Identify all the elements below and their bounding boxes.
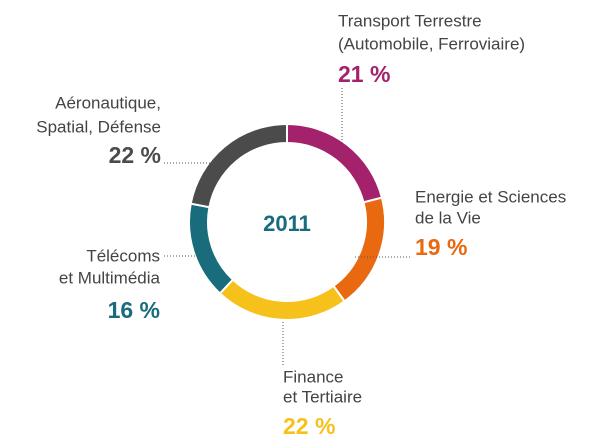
value-label: 21 % xyxy=(338,61,390,87)
category-label: et Multimédia xyxy=(59,268,161,287)
donut-slice xyxy=(332,196,386,303)
category-label: Spatial, Défense xyxy=(36,117,161,136)
value-label: 16 % xyxy=(108,297,160,323)
donut-slice xyxy=(218,278,347,321)
category-label: de la Vie xyxy=(415,208,481,227)
value-label: 19 % xyxy=(415,234,467,260)
value-label: 22 % xyxy=(283,413,335,435)
category-label: Finance xyxy=(283,367,343,386)
category-label: Télécoms xyxy=(86,246,160,265)
center-label: 2011 xyxy=(263,211,311,236)
category-label: et Tertiaire xyxy=(283,387,362,406)
donut-slice xyxy=(188,202,235,295)
category-label: Energie et Sciences xyxy=(415,187,566,206)
donut-slice xyxy=(189,122,288,209)
donut-slice xyxy=(286,122,384,204)
category-label: Aéronautique, xyxy=(55,93,161,112)
category-label: Transport Terrestre xyxy=(338,11,482,30)
category-label: (Automobile, Ferroviaire) xyxy=(338,34,525,53)
value-label: 22 % xyxy=(109,142,161,168)
